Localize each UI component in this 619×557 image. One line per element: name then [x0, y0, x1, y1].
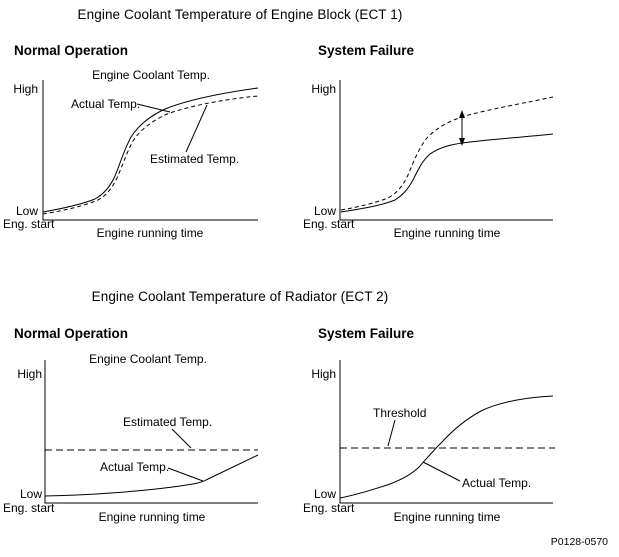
actual-temp-label: Actual Temp. — [100, 460, 169, 474]
section1-normal-operation-heading: Normal Operation — [14, 43, 129, 58]
actual-temp-curve — [42, 87, 259, 213]
threshold-label: Threshold — [373, 406, 426, 420]
section1-title: Engine Coolant Temperature of Engine Blo… — [77, 7, 403, 22]
y-high-label: High — [311, 367, 336, 381]
eng-start-label: Eng. start — [3, 501, 55, 515]
x-axis-label: Engine running time — [99, 510, 206, 524]
section1-system-failure-heading: System Failure — [318, 43, 415, 58]
y-low-label: Low — [20, 487, 42, 501]
difference-arrow-head-up — [459, 110, 465, 118]
y-low-label: Low — [16, 204, 38, 218]
section2-normal-operation-heading: Normal Operation — [14, 326, 129, 341]
eng-start-label: Eng. start — [303, 217, 355, 231]
eng-start-label: Eng. start — [3, 217, 55, 231]
actual-callout-line — [422, 461, 461, 482]
y-high-label: High — [13, 82, 38, 96]
y-high-label: High — [17, 367, 42, 381]
section2-system-failure-heading: System Failure — [318, 326, 415, 341]
actual-callout-line — [167, 467, 204, 482]
estimated-callout-line — [185, 104, 208, 153]
y-low-label: Low — [314, 487, 336, 501]
estimated-callout-line — [171, 428, 192, 449]
figure-code: P0128-0570 — [550, 536, 608, 548]
actual-temp-label: Actual Temp. — [71, 97, 140, 111]
x-axis-label: Engine running time — [97, 226, 204, 240]
chart-subtitle-engine-coolant-temp: Engine Coolant Temp. — [89, 352, 207, 366]
axes — [339, 360, 553, 504]
estimated-temp-label: Estimated Temp. — [150, 152, 239, 166]
chart-ect1-normal: Engine Coolant Temp. High Low Eng. start… — [3, 68, 259, 240]
section2-title: Engine Coolant Temperature of Radiator (… — [91, 289, 389, 304]
axes — [44, 360, 258, 504]
y-low-label: Low — [314, 204, 336, 218]
threshold-callout-line — [387, 419, 396, 447]
chart-subtitle-engine-coolant-temp: Engine Coolant Temp. — [92, 68, 210, 82]
actual-callout-line — [136, 103, 171, 113]
x-axis-label: Engine running time — [394, 510, 501, 524]
actual-temp-curve — [340, 133, 554, 213]
eng-start-label: Eng. start — [303, 501, 355, 515]
actual-temp-curve — [44, 454, 259, 497]
chart-ect1-failure: High Low Eng. start Engine running time — [303, 80, 554, 240]
actual-temp-curve — [339, 395, 554, 499]
chart-ect2-failure: High Low Eng. start Engine running time … — [303, 360, 555, 524]
estimated-temp-curve — [340, 96, 554, 211]
x-axis-label: Engine running time — [394, 226, 501, 240]
actual-temp-label: Actual Temp. — [462, 476, 531, 490]
y-high-label: High — [311, 82, 336, 96]
estimated-temp-label: Estimated Temp. — [123, 415, 212, 429]
difference-arrow-head-down — [459, 138, 465, 146]
axes — [42, 80, 258, 221]
difference-arrow — [459, 110, 465, 146]
chart-ect2-normal: Engine Coolant Temp. High Low Eng. start… — [3, 352, 259, 524]
axes — [339, 80, 553, 221]
